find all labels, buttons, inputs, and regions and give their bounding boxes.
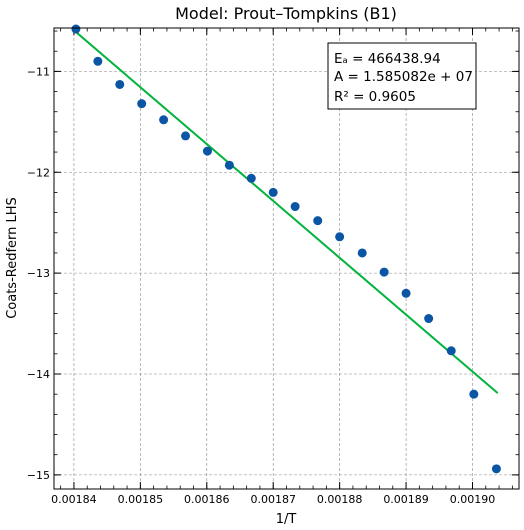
data-point [159, 115, 169, 125]
data-point [313, 216, 323, 226]
data-point [335, 232, 345, 242]
x-tick-label: 0.00187 [250, 493, 296, 506]
data-point [115, 79, 125, 89]
data-point [137, 99, 147, 109]
annotation-a: A = 1.585082e + 07 [334, 69, 473, 85]
chart-title: Model: Prout–Tompkins (B1) [175, 4, 397, 23]
x-tick-label: 0.00184 [51, 493, 97, 506]
y-axis-label: Coats-Redfern LHS [5, 197, 20, 319]
y-tick-label: −15 [27, 469, 50, 482]
data-point [446, 346, 456, 356]
data-point [357, 248, 367, 258]
x-axis-label: 1/T [276, 512, 297, 527]
data-point [424, 314, 434, 324]
data-point [71, 24, 81, 34]
data-point [491, 464, 501, 474]
data-point [93, 56, 103, 66]
data-point [290, 202, 300, 212]
data-point [268, 187, 278, 197]
x-tick-label: 0.00189 [383, 493, 429, 506]
data-point [246, 173, 256, 183]
data-point [224, 160, 234, 170]
data-point [202, 146, 212, 156]
data-point [379, 267, 389, 277]
plot-area [71, 24, 501, 474]
y-tick-label: −11 [27, 65, 50, 78]
data-point [401, 288, 411, 298]
data-point [469, 389, 479, 399]
fit-line [75, 31, 499, 394]
data-point [181, 131, 191, 141]
annotation-box: Eₐ = 466438.94 A = 1.585082e + 07 R² = 0… [327, 42, 477, 110]
y-tick-label: −13 [27, 267, 50, 280]
x-tick-label: 0.00190 [450, 493, 496, 506]
y-tick-label: −14 [27, 368, 50, 381]
x-tick-label: 0.00186 [184, 493, 230, 506]
axis-ticks: 0.00184 0.00185 0.00186 0.00187 0.00188 0.001… [27, 28, 519, 506]
x-tick-label: 0.00185 [118, 493, 164, 506]
x-tick-label: 0.00188 [317, 493, 363, 506]
annotation-r2: R² = 0.9605 [334, 89, 416, 105]
plot-frame [53, 27, 520, 490]
y-tick-label: −12 [27, 166, 50, 179]
annotation-ea: Eₐ = 466438.94 [334, 51, 441, 67]
